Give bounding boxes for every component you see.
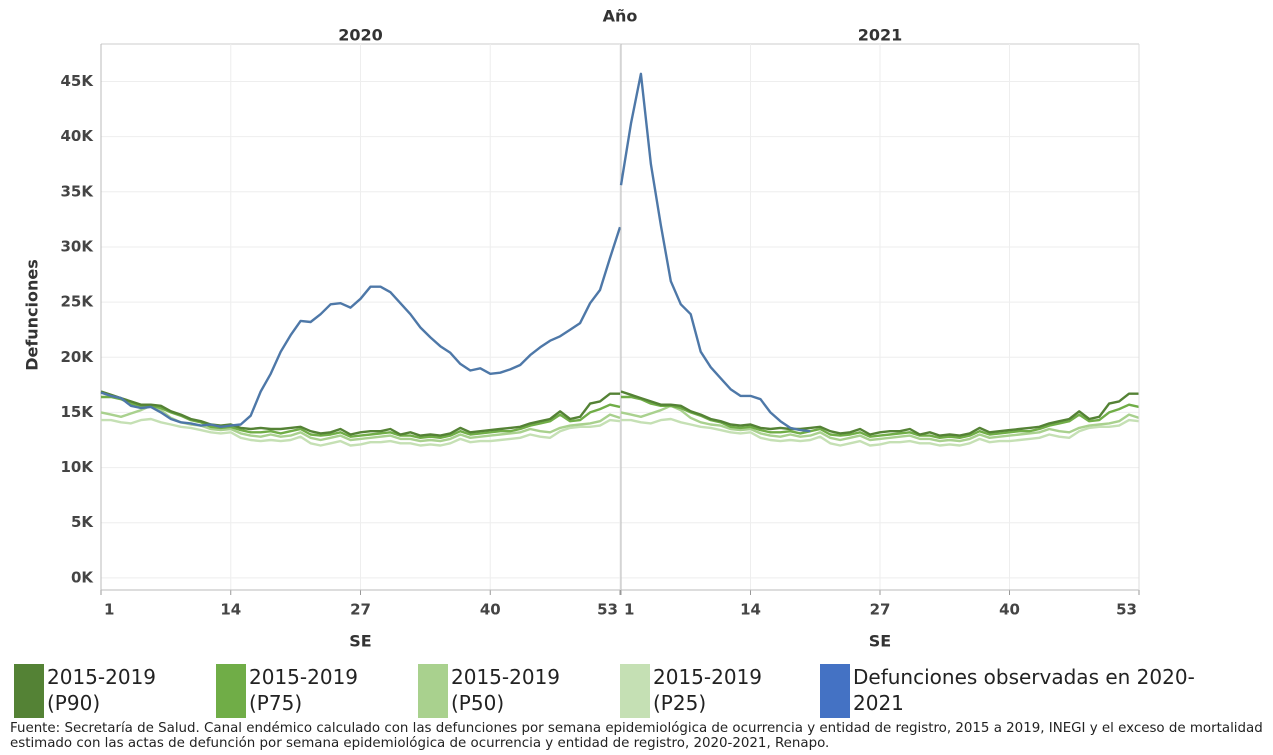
y-tick-label: 45K — [61, 72, 95, 90]
x-tick-label: 27 — [870, 601, 891, 619]
x-tick-label: 53 — [597, 601, 618, 619]
series-line — [620, 390, 1139, 437]
legend-item: 2015-2019 (P25) — [620, 664, 790, 718]
x-axis-label: SE — [869, 632, 891, 651]
x-tick-label: 27 — [350, 601, 371, 619]
legend-label: 2015-2019 (P75) — [249, 665, 359, 715]
x-axis-label: SE — [349, 632, 371, 651]
series-line — [101, 417, 621, 447]
y-tick-label: 5K — [71, 513, 94, 531]
series-line — [620, 404, 1140, 443]
x-tick-label: 40 — [999, 601, 1020, 619]
panel-title: 2021 — [858, 26, 903, 45]
y-tick-label: 30K — [61, 237, 95, 255]
legend-label: 2015-2019 (P25) — [653, 665, 763, 715]
legend-swatch — [620, 664, 650, 718]
x-tick-label: 14 — [220, 601, 241, 619]
legend-swatch — [14, 664, 44, 718]
y-axis-label: Defunciones — [23, 259, 42, 371]
y-tick-label: 15K — [61, 403, 95, 421]
panel-title: 2020 — [338, 26, 383, 45]
series-line — [100, 390, 620, 437]
legend-item: 2015-2019 (P50) — [418, 664, 588, 718]
x-tick-label: 1 — [104, 601, 114, 619]
legend-item: 2015-2019 (P90) — [14, 664, 184, 718]
series-line — [619, 72, 811, 433]
legend-label: 2015-2019 (P90) — [47, 665, 157, 715]
y-tick-label: 0K — [71, 568, 94, 586]
y-tick-label: 25K — [61, 293, 95, 311]
legend-item: 2015-2019 (P75) — [216, 664, 386, 718]
legend-label: 2015-2019 (P50) — [451, 665, 561, 715]
y-tick-label: 20K — [61, 348, 95, 366]
series-line — [100, 226, 622, 428]
x-tick-label: 14 — [740, 601, 761, 619]
legend-swatch — [216, 664, 246, 718]
x-tick-label: 40 — [480, 601, 501, 619]
chart: Año Defunciones 0K 5K 10K 15K 20K 25K 30K 35K 40… — [23, 7, 1140, 651]
y-tick-label: 10K — [61, 458, 95, 476]
y-tick-label: 35K — [61, 182, 95, 200]
x-tick-label: 53 — [1116, 601, 1137, 619]
series-line — [621, 417, 1140, 447]
x-tick-label: 1 — [624, 601, 634, 619]
y-tick-label: 40K — [61, 127, 95, 145]
legend-swatch — [418, 664, 448, 718]
legend-item: Defunciones observadas en 2020-2021 — [820, 664, 1220, 718]
source-note: Fuente: Secretaría de Salud. Canal endém… — [10, 721, 1263, 751]
legend-label: Defunciones observadas en 2020-2021 — [853, 665, 1195, 715]
legend-swatch — [820, 664, 850, 718]
chart-title: Año — [603, 7, 638, 26]
